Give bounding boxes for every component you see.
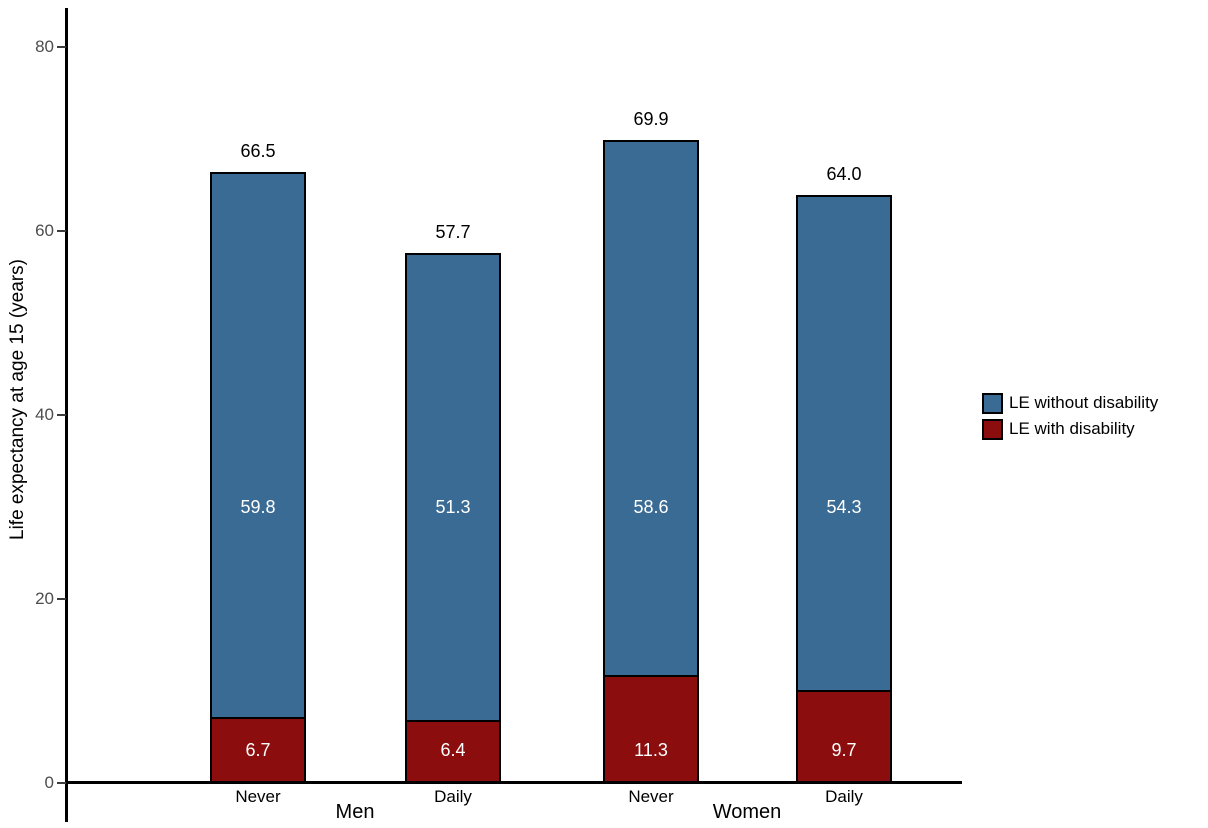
- x-label-women-daily: Daily: [825, 787, 863, 806]
- legend-swatch-blue-icon: [982, 392, 1003, 414]
- y-tick-80: [57, 46, 66, 48]
- with-disability-label-men-daily: 6.4: [440, 740, 466, 760]
- y-tick-0: [57, 782, 66, 784]
- segment-le-with-disability: [798, 690, 890, 781]
- legend-swatch-red-icon: [982, 418, 1003, 440]
- legend-item-without-disability: LE without disability: [982, 392, 1158, 414]
- y-tick-label-80: 80: [35, 37, 54, 56]
- segment-le-with-disability: [605, 675, 697, 781]
- total-label-women-never: 69.9: [633, 109, 669, 129]
- bar-men-daily: [405, 253, 501, 783]
- legend-label-without-disability: LE without disability: [1009, 393, 1159, 412]
- x-label-women-never: Never: [628, 787, 674, 806]
- y-tick-40: [57, 414, 66, 416]
- x-label-men-never: Never: [235, 787, 281, 806]
- segment-le-with-disability: [212, 717, 304, 781]
- without-disability-label-women-daily: 54.3: [826, 497, 862, 517]
- without-disability-label-women-never: 58.6: [633, 497, 669, 517]
- y-tick-label-40: 40: [35, 405, 54, 424]
- without-disability-label-men-daily: 51.3: [435, 497, 471, 517]
- without-disability-label-men-never: 59.8: [240, 497, 276, 517]
- with-disability-label-women-never: 11.3: [634, 740, 668, 760]
- group-label-men: Men: [335, 801, 375, 823]
- y-tick-label-0: 0: [44, 773, 54, 792]
- legend: LE without disability LE with disability: [982, 392, 1158, 444]
- legend-label-with-disability: LE with disability: [1009, 419, 1135, 438]
- y-tick-label-60: 60: [35, 221, 54, 240]
- bar-women-never: [603, 140, 699, 783]
- legend-item-with-disability: LE with disability: [982, 418, 1158, 440]
- bar-men-never: [210, 172, 306, 783]
- bar-women-daily: [796, 195, 892, 783]
- with-disability-label-women-daily: 9.7: [831, 740, 857, 760]
- total-label-women-daily: 64.0: [826, 164, 862, 184]
- y-tick-20: [57, 598, 66, 600]
- total-label-men-never: 66.5: [240, 141, 276, 161]
- x-axis-line: [65, 781, 962, 784]
- group-label-women: Women: [712, 801, 782, 823]
- y-tick-label-20: 20: [35, 589, 54, 608]
- y-axis-line: [65, 8, 68, 822]
- x-label-men-daily: Daily: [434, 787, 472, 806]
- segment-le-with-disability: [407, 720, 499, 781]
- y-tick-60: [57, 230, 66, 232]
- with-disability-label-men-never: 6.7: [245, 740, 271, 760]
- total-label-men-daily: 57.7: [435, 222, 471, 242]
- y-axis-title: Life expectancy at age 15 (years): [7, 259, 28, 541]
